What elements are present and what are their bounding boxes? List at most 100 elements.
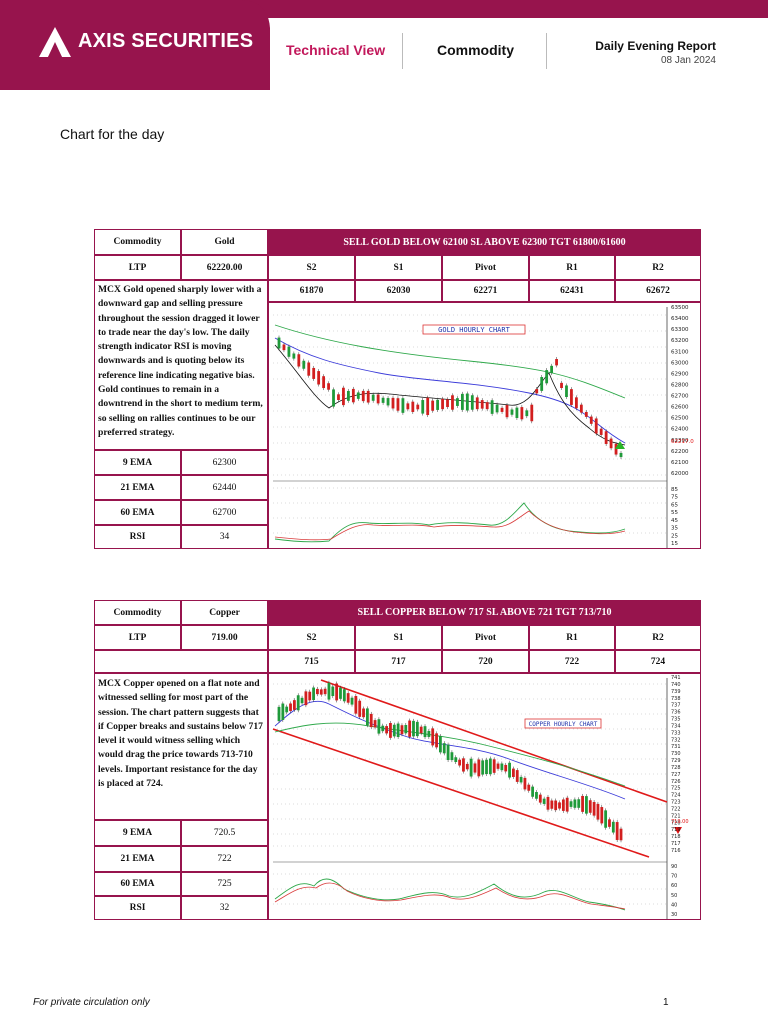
candle [361,390,365,402]
level-value-s2: 715 [268,650,355,673]
candle [523,777,527,790]
axis-tick-label: 739 [671,689,681,695]
axis-tick-label: 62700 [671,394,689,400]
candle [470,395,474,410]
brand-name: AXIS SECURITIES [78,30,254,52]
trade-banner: SELL COPPER BELOW 717 SL ABOVE 721 TGT 7… [268,600,701,625]
candle [366,390,370,403]
footer-disclaimer: For private circulation only [33,997,150,1008]
candle [530,404,534,422]
axis-tick-label: 60 [671,883,677,889]
axis-tick-label: 62300 [671,438,689,444]
candle [287,346,291,357]
candle [504,764,508,772]
report-title: Daily Evening Report [595,39,716,53]
candle [435,733,438,748]
candle [565,385,568,397]
candle [391,397,395,409]
level-value-s2: 61870 [268,280,355,302]
axis-tick-label: 63500 [671,305,689,311]
axis-tick-label: 62400 [671,427,689,433]
candle [574,397,578,409]
last-price-tag: 62217.0 [671,439,694,445]
candle [555,359,558,366]
section-title: Chart for the day [60,126,165,142]
candle [460,393,464,410]
axis-tick-label: 63300 [671,327,689,333]
candle [604,431,608,444]
axis-tick-label: 62900 [671,371,689,377]
candle [312,687,315,701]
axis-tick-label: 719 [671,827,681,833]
axis-tick-label: 40 [671,902,677,908]
last-price-tag: 719.00 [671,819,689,825]
candle [322,376,326,389]
axis-tick-label: 62000 [671,471,689,477]
candle [427,730,431,737]
nav-technical-view[interactable]: Technical View [286,42,386,58]
candle [327,383,330,390]
indicator-value-rsi: 32 [181,896,268,920]
axis-tick-label: 62600 [671,405,689,411]
candle [508,762,511,778]
candle [450,752,454,761]
axis-tick-label: 737 [671,703,681,709]
axis-tick-label: 90 [671,864,677,870]
axis-tick-label: 740 [671,682,681,688]
candle [401,398,405,413]
candle [540,376,544,391]
candle [619,828,623,841]
indicator-value-rsi: 34 [181,525,268,549]
candle [292,700,296,710]
level-header-pivot: Pivot [442,255,529,280]
axis-tick-label: 50 [671,893,677,899]
candle [525,410,529,417]
candle [451,395,454,410]
candle [308,691,312,701]
candle [404,724,408,734]
candle [386,398,390,406]
candle [579,404,583,413]
indicator-label-9ema: 9 EMA [94,820,181,846]
level-value-r1: 62431 [529,280,615,302]
commodity-label: Commodity [94,600,181,625]
candle [573,799,577,808]
candle [520,407,524,420]
ltp-label: LTP [94,625,181,650]
trade-banner: SELL GOLD BELOW 62100 SL ABOVE 62300 TGT… [268,229,701,255]
candle [594,418,598,434]
nav-commodity[interactable]: Commodity [437,42,514,58]
report-date: 08 Jan 2024 [660,55,716,66]
price-axis: 7417407397387377367357347337327317307297… [671,675,681,854]
candle [485,402,489,410]
candle [411,401,415,412]
axis-tick-label: 25 [671,533,678,539]
axis-tick-label: 721 [671,813,681,819]
gold-chart-svg: GOLD HOURLY CHART 6350063400633006320063… [273,305,694,548]
candle [373,720,377,728]
candle [485,759,488,775]
candle [600,807,604,824]
level-header-pivot: Pivot [442,625,529,650]
chart-title: COPPER HOURLY CHART [529,721,598,728]
candle [614,443,618,455]
copper-chart-svg: COPPER HOURLY CHART 74174073973873773673… [272,675,689,919]
indicator-label-60ema: 60 EMA [94,872,181,896]
copper-block: Commodity Copper SELL COPPER BELOW 717 S… [94,600,701,920]
axis-tick-label: 30 [671,912,677,918]
axis-tick-label: 63400 [671,316,689,322]
candle [282,344,286,351]
axis-tick-label: 738 [671,696,681,702]
candle [581,795,584,812]
candle [441,398,444,410]
candle [609,438,613,449]
axis-tick-label: 63000 [671,360,689,366]
candle [515,770,519,782]
candle [431,400,435,411]
candle [381,725,385,732]
candle [356,392,360,399]
candle [488,758,492,775]
candle [400,725,404,735]
channel-upper-line [320,679,668,803]
